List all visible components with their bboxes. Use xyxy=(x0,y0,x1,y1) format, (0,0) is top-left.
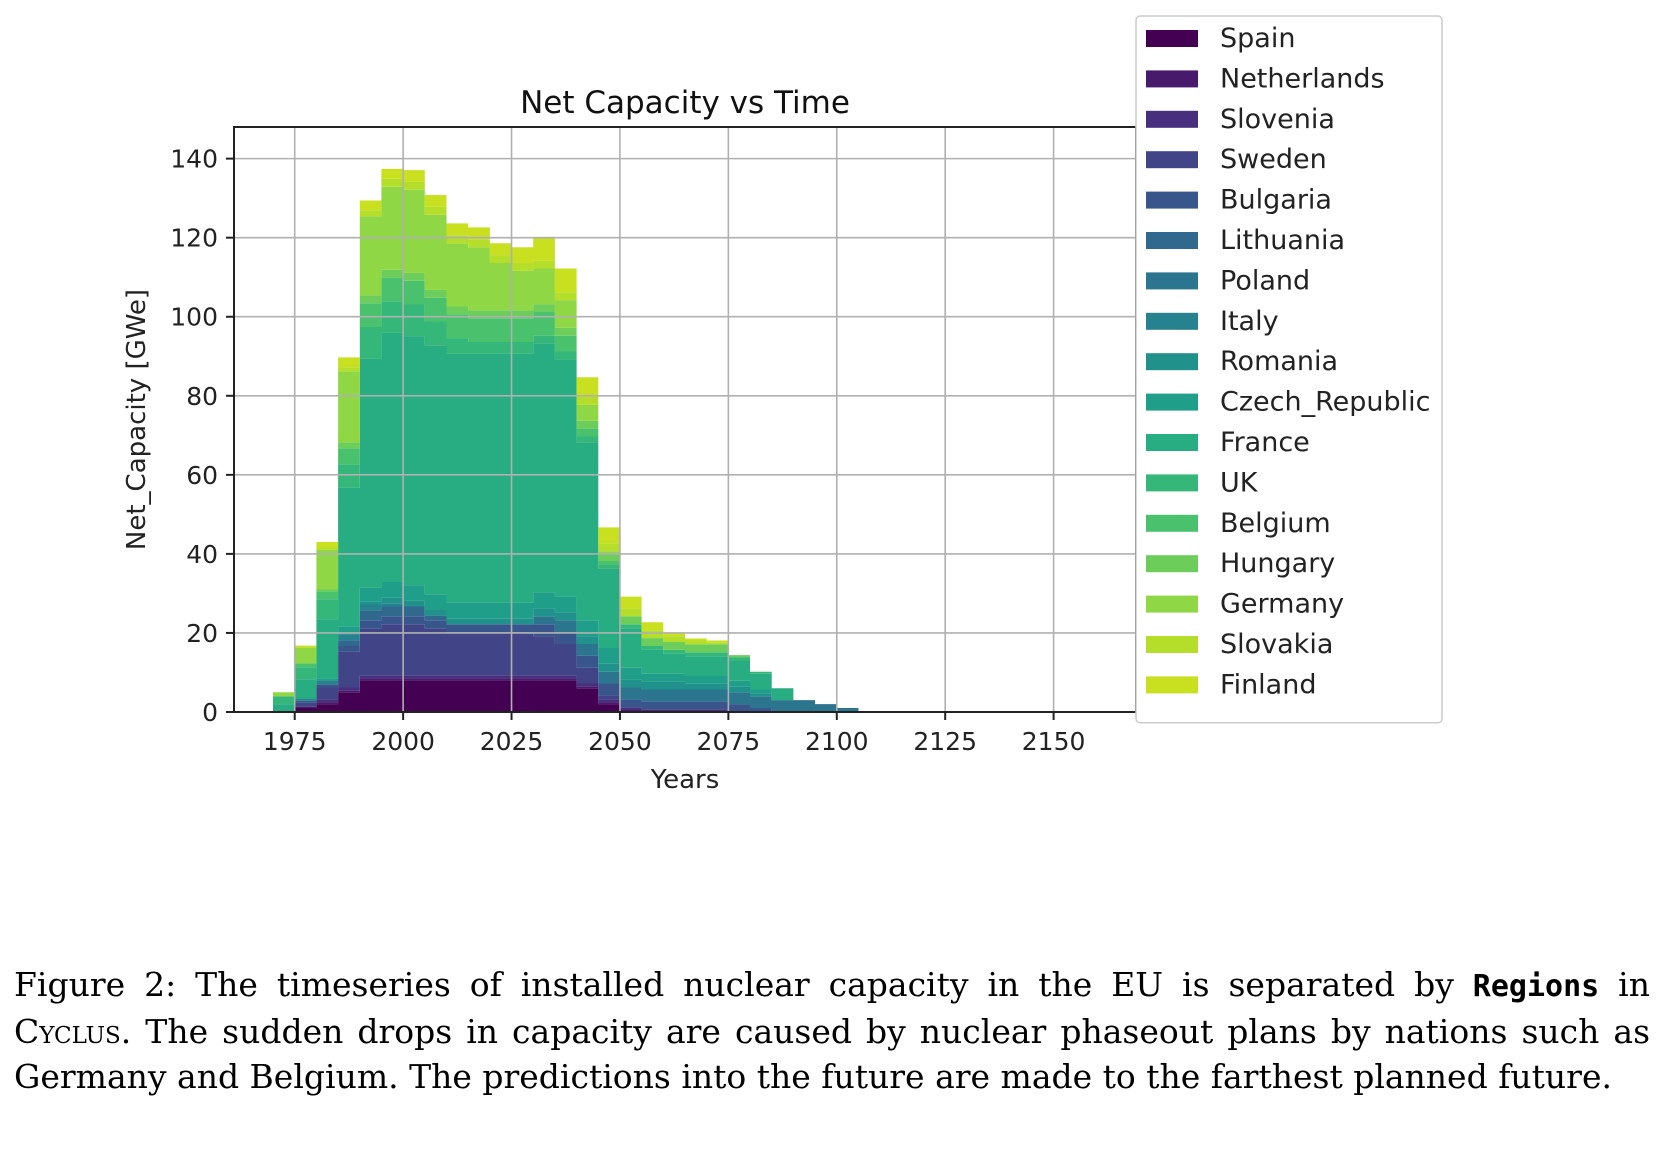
legend-label: Finland xyxy=(1220,669,1316,700)
y-tick-label: 0 xyxy=(202,698,218,727)
legend-swatch xyxy=(1146,676,1198,694)
legend-label: Romania xyxy=(1220,346,1338,377)
legend-swatch xyxy=(1146,151,1198,169)
caption-cyclus-word: Cyclus xyxy=(14,1012,121,1051)
legend-label: Poland xyxy=(1220,265,1310,296)
legend-box xyxy=(1135,15,1443,724)
stacked-area-chart: 1975 2000 2025 2050 2075 2100 2125 2150 0 20 40 60 8… xyxy=(122,15,1443,795)
legend-label: Bulgaria xyxy=(1220,185,1332,216)
legend-label: Slovakia xyxy=(1220,629,1333,660)
x-tick-label: 2100 xyxy=(805,727,869,756)
caption-regions-word: Regions xyxy=(1472,969,1600,1004)
legend-swatch xyxy=(1146,474,1198,492)
legend-label: Germany xyxy=(1220,589,1344,620)
x-tick-label: 2125 xyxy=(913,727,977,756)
y-tick-label: 40 xyxy=(186,540,218,569)
legend-swatch xyxy=(1146,272,1198,290)
legend-label: Czech_Republic xyxy=(1220,387,1431,418)
area-poland xyxy=(273,606,1136,712)
legend-swatch xyxy=(1146,514,1198,532)
x-tick-label: 2050 xyxy=(588,727,652,756)
caption-mid: in xyxy=(1599,965,1650,1004)
y-tick-label: 140 xyxy=(170,145,218,174)
legend-label: Netherlands xyxy=(1220,63,1385,94)
caption-prefix: Figure 2: The timeseries of installed nu… xyxy=(14,965,1473,1004)
area-czech-republic xyxy=(273,582,1136,712)
legend-label: France xyxy=(1220,427,1310,458)
legend-label: Sweden xyxy=(1220,144,1327,175)
legend-swatch xyxy=(1146,353,1198,371)
legend-label: Spain xyxy=(1220,23,1295,54)
legend-label: Lithuania xyxy=(1220,225,1345,256)
x-tick-label: 2075 xyxy=(697,727,761,756)
x-axis-title: Years xyxy=(650,765,720,795)
legend-swatch xyxy=(1146,110,1198,128)
figure-caption: Figure 2: The timeseries of installed nu… xyxy=(14,962,1650,1099)
legend-swatch xyxy=(1146,434,1198,451)
y-tick-label: 60 xyxy=(186,461,218,490)
x-tick-label: 2025 xyxy=(480,727,544,756)
legend-swatch xyxy=(1146,393,1198,411)
legend-swatch xyxy=(1146,232,1198,249)
area-france xyxy=(273,332,1136,712)
legend-swatch xyxy=(1146,555,1198,573)
y-tick-label: 20 xyxy=(186,619,218,648)
legend-swatch xyxy=(1146,30,1198,47)
legend-swatch xyxy=(1146,595,1198,613)
legend-label: Belgium xyxy=(1220,508,1331,539)
legend-swatch xyxy=(1146,70,1198,88)
x-tick-label: 2150 xyxy=(1022,727,1086,756)
area-romania xyxy=(273,597,1136,712)
figure: 1975 2000 2025 2050 2075 2100 2125 2150 0 20 40 60 8… xyxy=(122,15,1443,795)
x-tick-label: 2000 xyxy=(371,727,435,756)
y-axis-title: Net_Capacity [GWe] xyxy=(122,289,152,550)
legend-swatch xyxy=(1146,636,1198,653)
legend-swatch xyxy=(1146,312,1198,330)
y-tick-label: 120 xyxy=(170,224,218,253)
caption-rest: . The sudden drops in capacity are cause… xyxy=(14,1012,1650,1096)
y-tick-label: 80 xyxy=(186,382,218,411)
legend-label: Slovenia xyxy=(1220,104,1335,135)
area-sweden xyxy=(273,624,1136,712)
legend-label: UK xyxy=(1220,467,1259,498)
x-tick-label: 1975 xyxy=(263,727,327,756)
y-tick-label: 100 xyxy=(170,303,218,332)
area-spain xyxy=(273,680,1136,712)
chart-title: Net Capacity vs Time xyxy=(520,85,850,121)
legend-label: Italy xyxy=(1220,306,1279,337)
legend-swatch xyxy=(1146,191,1198,209)
legend-label: Hungary xyxy=(1220,548,1335,579)
